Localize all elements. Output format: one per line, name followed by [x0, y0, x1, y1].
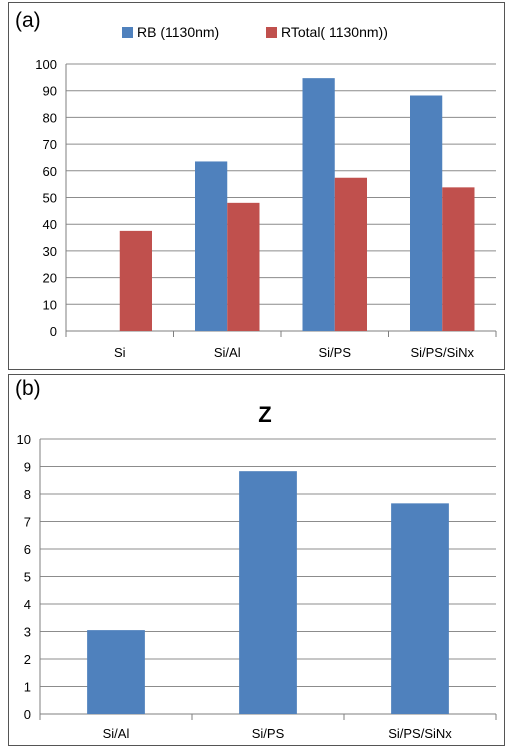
y-tick-label: 30: [43, 244, 57, 259]
y-tick-label: 70: [43, 137, 57, 152]
x-category-label: Si/PS/SiNx: [388, 726, 452, 741]
bar: [391, 503, 449, 714]
y-tick-label: 5: [24, 570, 31, 585]
y-tick-label: 20: [43, 271, 57, 286]
x-category-label: Si/Al: [103, 726, 130, 741]
y-tick-label: 100: [35, 57, 57, 72]
y-tick-label: 3: [24, 625, 31, 640]
chart-panel-b: (b) 0 1 2 3 4 5 6 7 8 9 10 Si/Al Si/PS Si/PS/SiNx Z: [8, 374, 505, 746]
bar: [442, 187, 475, 331]
y-tick-label: 90: [43, 84, 57, 99]
chart-a-svg: 0 10 20 30 40 50 60 70 80 90 100 Si Si/Al Si/PS Si/PS/…: [35, 24, 497, 360]
bar: [195, 161, 228, 331]
y-tick-label: 9: [24, 460, 31, 475]
y-tick-label: 4: [24, 597, 31, 612]
chart-b-svg: 0 1 2 3 4 5 6 7 8 9 10 Si/Al Si/PS Si/PS/SiNx Z: [17, 402, 497, 741]
bar: [119, 230, 152, 331]
y-tick-label: 0: [24, 707, 31, 722]
y-tick-label: 50: [43, 191, 57, 206]
y-tick-label: 40: [43, 217, 57, 232]
chart-panel-a: (a) 0 10 20 30 40 50 60 70 80 90 100 Si Si/Al Si/PS Si…: [8, 2, 505, 370]
panel-label-a: (a): [15, 9, 41, 32]
x-category-label: Si/PS: [252, 726, 285, 741]
legend-label: RB (1130nm): [137, 24, 219, 40]
y-tick-label: 1: [24, 680, 31, 695]
y-tick-label: 60: [43, 164, 57, 179]
x-category-label: Si: [114, 345, 126, 360]
x-category-label: Si/Al: [214, 345, 241, 360]
x-category-label: Si/PS/SiNx: [410, 345, 474, 360]
legend-swatch: [266, 27, 277, 38]
x-category-label: Si/PS: [318, 345, 351, 360]
bar: [227, 202, 260, 331]
y-tick-label: 0: [50, 324, 57, 339]
panel-label-b: (b): [15, 377, 41, 400]
bar: [239, 471, 297, 714]
bar: [87, 630, 145, 714]
y-tick-label: 7: [24, 515, 31, 530]
bar: [302, 78, 335, 331]
chart-title: Z: [258, 402, 271, 427]
y-tick-label: 80: [43, 110, 57, 125]
bar: [410, 95, 443, 331]
legend-label: RTotal( 1130nm)): [281, 24, 388, 40]
y-tick-label: 10: [43, 297, 57, 312]
y-tick-label: 6: [24, 542, 31, 557]
legend-swatch: [122, 27, 133, 38]
y-tick-label: 8: [24, 487, 31, 502]
bar: [334, 177, 367, 331]
y-tick-label: 10: [17, 432, 31, 447]
y-tick-label: 2: [24, 652, 31, 667]
